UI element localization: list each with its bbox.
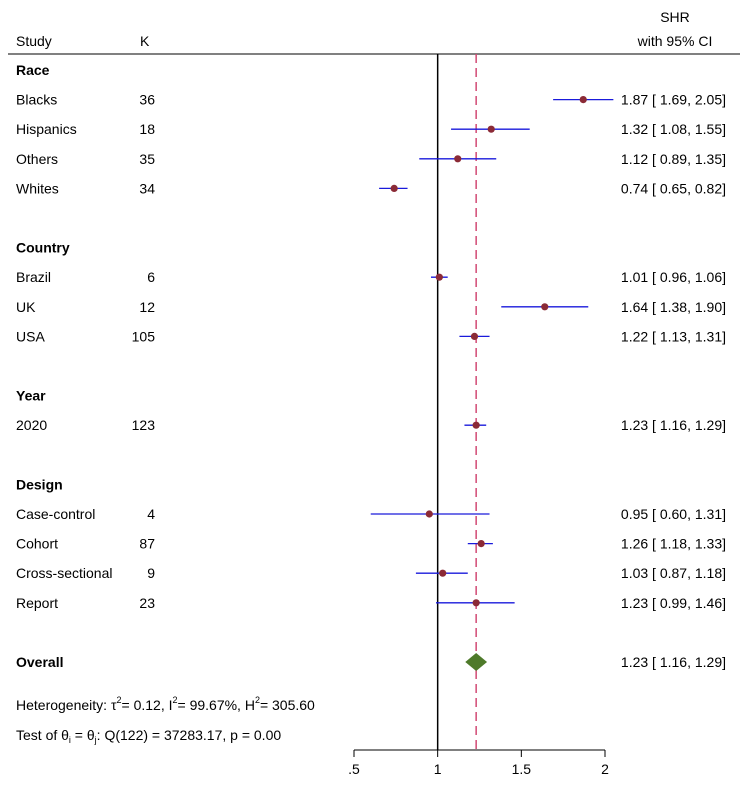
point-brazil xyxy=(435,273,443,281)
ci-text-brazil: 1.01 [ 0.96, 1.06] xyxy=(621,269,726,285)
ci-text-usa: 1.22 [ 1.13, 1.31] xyxy=(621,328,726,344)
point-whites xyxy=(390,184,398,192)
point-others xyxy=(454,155,462,163)
overall-label: Overall xyxy=(16,654,63,670)
study-k-cohort: 87 xyxy=(139,536,155,552)
heterogeneity-h2: = 305.60 xyxy=(260,697,315,713)
x-tick-label-2: 1.5 xyxy=(512,761,532,777)
point-usa xyxy=(470,332,479,340)
test-sub-i: i xyxy=(69,735,71,745)
group-label-year: Year xyxy=(16,388,46,404)
point-report xyxy=(472,599,480,607)
group-label-design: Design xyxy=(16,476,63,492)
study-label-uk: UK xyxy=(16,299,36,315)
study-label-whites: Whites xyxy=(16,180,59,196)
point-case-control xyxy=(425,510,433,518)
x-tick-label-1: 1 xyxy=(434,761,442,777)
test-middle: = θ xyxy=(71,727,95,743)
study-label-case-control: Case-control xyxy=(16,506,95,522)
study-label-usa: USA xyxy=(16,328,45,344)
heterogeneity-i2: = 99.67%, H xyxy=(178,697,255,713)
test-rest: : Q(122) = 37283.17, p = 0.00 xyxy=(97,727,282,743)
heterogeneity-prefix: Heterogeneity: τ xyxy=(16,697,117,713)
ci-text-cross-sectional: 1.03 [ 0.87, 1.18] xyxy=(621,565,726,581)
ci-text-case-control: 0.95 [ 0.60, 1.31] xyxy=(621,506,726,522)
study-k-hispanics: 18 xyxy=(139,121,155,137)
group-label-race: Race xyxy=(16,62,50,78)
ci-text-blacks: 1.87 [ 1.69, 2.05] xyxy=(621,92,726,108)
study-k-usa: 105 xyxy=(132,328,156,344)
study-label-cross-sectional: Cross-sectional xyxy=(16,565,112,581)
point-hispanics xyxy=(487,125,495,133)
overall-ci-text: 1.23 [ 1.16, 1.29] xyxy=(621,654,726,670)
study-label-2020: 2020 xyxy=(16,417,47,433)
rows-layer: Race Blacks 36 1.87 [ 1.69, 2.05] Hispanics 1… xyxy=(16,62,726,671)
header-effect-label-line2: with 95% CI xyxy=(637,33,713,49)
study-k-2020: 123 xyxy=(132,417,156,433)
study-label-brazil: Brazil xyxy=(16,269,51,285)
study-label-blacks: Blacks xyxy=(16,92,57,108)
study-k-report: 23 xyxy=(139,595,155,611)
point-blacks xyxy=(579,96,587,104)
header-effect-label-line1: SHR xyxy=(660,9,690,25)
study-k-others: 35 xyxy=(139,151,155,167)
h-sup: 2 xyxy=(255,695,260,705)
heterogeneity-tau2: = 0.12, I xyxy=(122,697,173,713)
ci-text-whites: 0.74 [ 0.65, 0.82] xyxy=(621,180,726,196)
study-k-whites: 34 xyxy=(139,180,155,196)
heterogeneity-text: Heterogeneity: τ2= 0.12, I2= 99.67%, H2=… xyxy=(16,695,315,713)
study-k-blacks: 36 xyxy=(139,92,155,108)
ci-text-others: 1.12 [ 0.89, 1.35] xyxy=(621,151,726,167)
point-uk xyxy=(541,303,549,311)
group-label-country: Country xyxy=(16,240,70,256)
study-k-uk: 12 xyxy=(139,299,155,315)
ci-text-uk: 1.64 [ 1.38, 1.90] xyxy=(621,299,726,315)
study-k-case-control: 4 xyxy=(147,506,155,522)
header-k-label: K xyxy=(140,33,150,49)
header-study-label: Study xyxy=(16,33,52,49)
ci-text-cohort: 1.26 [ 1.18, 1.33] xyxy=(621,536,726,552)
study-label-hispanics: Hispanics xyxy=(16,121,77,137)
overall-diamond xyxy=(465,653,488,671)
point-2020 xyxy=(472,421,480,429)
study-label-report: Report xyxy=(16,595,58,611)
i-sup: 2 xyxy=(172,695,177,705)
x-tick-label-3: 2 xyxy=(601,761,609,777)
study-k-cross-sectional: 9 xyxy=(147,565,155,581)
point-cross-sectional xyxy=(439,569,447,577)
x-tick-label-0: .5 xyxy=(348,761,360,777)
ci-text-2020: 1.23 [ 1.16, 1.29] xyxy=(621,417,726,433)
ci-text-report: 1.23 [ 0.99, 1.46] xyxy=(621,595,726,611)
study-label-cohort: Cohort xyxy=(16,536,58,552)
tau-sup: 2 xyxy=(116,695,121,705)
study-label-others: Others xyxy=(16,151,58,167)
test-prefix: Test of θ xyxy=(16,727,69,743)
ci-text-hispanics: 1.32 [ 1.08, 1.55] xyxy=(621,121,726,137)
test-sub-j: j xyxy=(94,735,97,745)
test-text: Test of θi = θj: Q(122) = 37283.17, p = … xyxy=(16,727,281,745)
point-cohort xyxy=(477,540,485,548)
x-axis: .5 1 1.5 2 xyxy=(348,749,609,777)
study-k-brazil: 6 xyxy=(147,269,155,285)
